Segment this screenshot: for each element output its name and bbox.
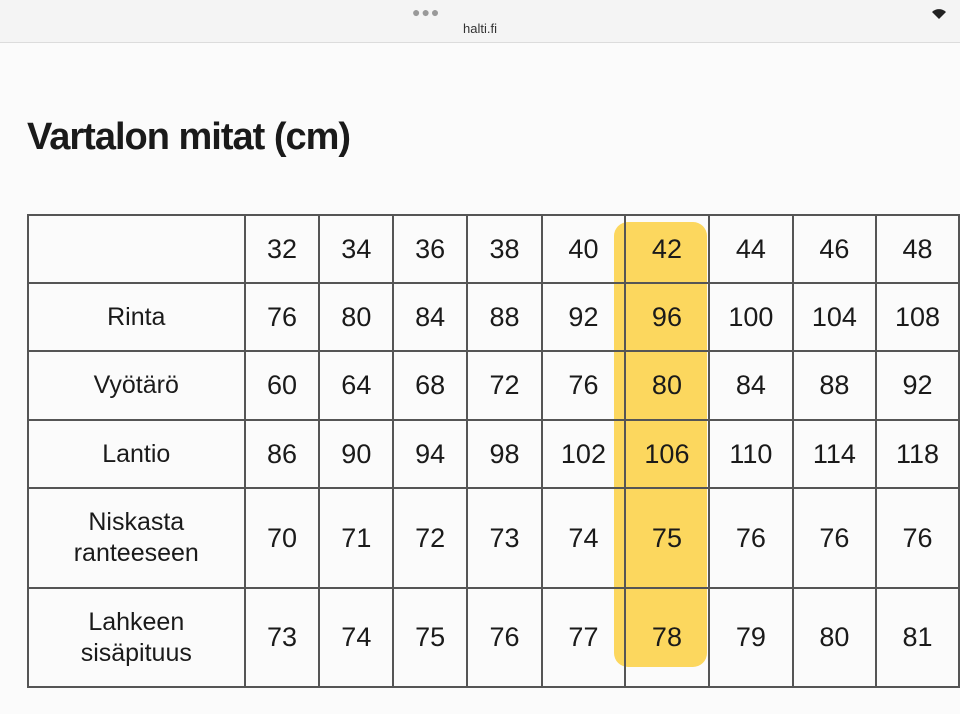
table-row: Vyötärö 60 64 68 72 76 80 84 88 92 — [27, 350, 960, 421]
page-title: Vartalon mitat (cm) — [27, 116, 351, 158]
table-cell: 100 — [707, 282, 794, 352]
table-cell: 94 — [392, 419, 469, 489]
table-cell: Niskasta ranteeseen — [27, 487, 246, 589]
table-cell: 76 — [466, 587, 543, 688]
table-cell: 80 — [318, 282, 395, 352]
table-cell: 106 — [623, 419, 710, 489]
table-cell: 44 — [707, 214, 794, 284]
table-cell: 70 — [243, 487, 321, 589]
table-cell: Lantio — [27, 419, 246, 489]
table-cell: 73 — [243, 587, 321, 688]
table-cell: 48 — [874, 214, 960, 284]
table-cell: 75 — [392, 587, 469, 688]
table-cell: 74 — [318, 587, 395, 688]
table-cell: 77 — [540, 587, 626, 688]
empty-cell — [27, 214, 246, 284]
table-cell: 71 — [318, 487, 395, 589]
table-cell: 84 — [707, 350, 794, 421]
table-cell: 72 — [392, 487, 469, 589]
table-cell: 108 — [874, 282, 960, 352]
table-cell: Vyötärö — [27, 350, 246, 421]
table-cell: 92 — [540, 282, 626, 352]
table-cell: 86 — [243, 419, 321, 489]
url[interactable]: halti.fi — [463, 21, 497, 36]
table-row: Niskasta ranteeseen 70 71 72 73 74 75 76 76 76 — [27, 487, 960, 589]
table-cell: 92 — [874, 350, 960, 421]
table-cell: 32 — [243, 214, 321, 284]
table-cell: 76 — [791, 487, 877, 589]
table-cell: 96 — [623, 282, 710, 352]
table-cell: 118 — [874, 419, 960, 489]
table-cell: 76 — [874, 487, 960, 589]
table-cell: 114 — [791, 419, 877, 489]
table-cell: 80 — [623, 350, 710, 421]
table-cell: 38 — [466, 214, 543, 284]
tab-dots[interactable]: ●●● — [412, 4, 441, 20]
table-cell: 42 — [623, 214, 710, 284]
table-cell: 78 — [623, 587, 710, 688]
table-cell: 34 — [318, 214, 395, 284]
size-table: 32 34 36 38 40 42 44 46 48 Rinta 76 80 84 88 92 96 100 10… — [27, 214, 960, 688]
table-cell: 88 — [791, 350, 877, 421]
table-row: Rinta 76 80 84 88 92 96 100 104 108 — [27, 282, 960, 352]
table-cell: 68 — [392, 350, 469, 421]
table-cell: 88 — [466, 282, 543, 352]
table-cell: 76 — [243, 282, 321, 352]
table-cell: 46 — [791, 214, 877, 284]
table-cell: 76 — [540, 350, 626, 421]
table-cell: Lahkeen sisäpituus — [27, 587, 246, 688]
table-cell: 98 — [466, 419, 543, 489]
table-cell: 36 — [392, 214, 469, 284]
table-cell: 60 — [243, 350, 321, 421]
wifi-icon — [932, 9, 946, 19]
table-cell: 79 — [707, 587, 794, 688]
table-cell: 80 — [791, 587, 877, 688]
table-cell: 110 — [707, 419, 794, 489]
table-row: Lantio 86 90 94 98 102 106 110 114 118 — [27, 419, 960, 489]
table-cell: 40 — [540, 214, 626, 284]
table-cell: 90 — [318, 419, 395, 489]
table-cell: Rinta — [27, 282, 246, 352]
table-cell: 74 — [540, 487, 626, 589]
browser-bar: ●●● halti.fi — [0, 0, 960, 43]
table-cell: 84 — [392, 282, 469, 352]
table-cell: 72 — [466, 350, 543, 421]
table-cell: 75 — [623, 487, 710, 589]
header-row: 32 34 36 38 40 42 44 46 48 — [27, 214, 960, 284]
table-cell: 81 — [874, 587, 960, 688]
table-cell: 102 — [540, 419, 626, 489]
table-row: Lahkeen sisäpituus 73 74 75 76 77 78 79 80 81 — [27, 587, 960, 688]
table-cell: 104 — [791, 282, 877, 352]
table-cell: 64 — [318, 350, 395, 421]
table-cell: 76 — [707, 487, 794, 589]
table-cell: 73 — [466, 487, 543, 589]
